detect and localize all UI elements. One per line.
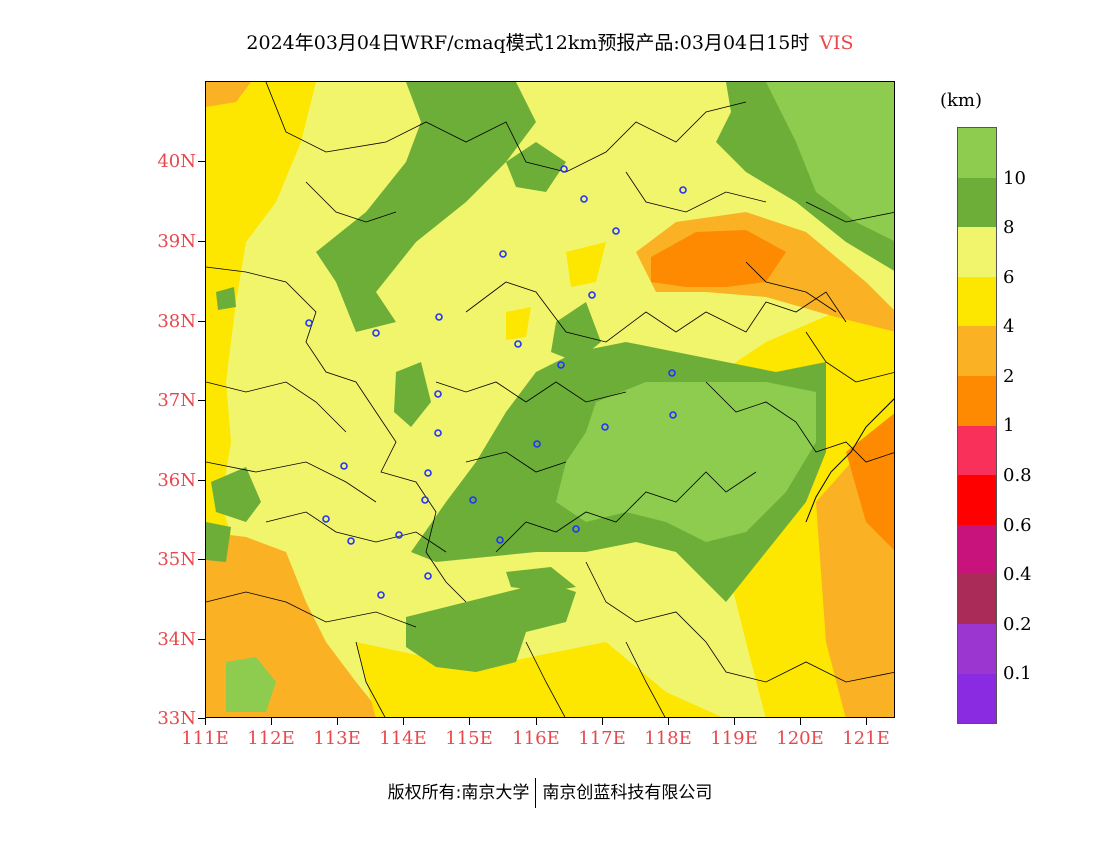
- lat-label-33n: 33N: [157, 708, 196, 729]
- legend-swatch: [958, 623, 996, 674]
- lat-tick: [198, 161, 205, 162]
- lat-label-37n: 37N: [157, 390, 196, 411]
- legend-label-6: 6: [1003, 267, 1015, 288]
- legend-swatch: [958, 177, 996, 228]
- legend-label-1: 1: [1003, 415, 1015, 436]
- lon-tick: [271, 718, 272, 725]
- lon-tick: [205, 718, 206, 725]
- visibility-field: [206, 82, 894, 717]
- legend-label-0-8: 0.8: [1003, 465, 1032, 486]
- lat-tick: [198, 559, 205, 560]
- lon-tick: [536, 718, 537, 725]
- legend-swatch: [958, 227, 996, 277]
- legend-label-0-6: 0.6: [1003, 515, 1032, 536]
- lon-label-116e: 116E: [512, 728, 560, 749]
- lon-label-113e: 113E: [313, 728, 361, 749]
- lat-tick: [198, 400, 205, 401]
- lon-tick: [668, 718, 669, 725]
- lon-label-114e: 114E: [379, 728, 427, 749]
- visibility-map: [205, 81, 895, 718]
- lat-label-34n: 34N: [157, 629, 196, 650]
- lon-label-117e: 117E: [578, 728, 626, 749]
- lon-label-112e: 112E: [247, 728, 295, 749]
- legend-label-8: 8: [1003, 217, 1015, 238]
- legend-label-0-2: 0.2: [1003, 614, 1032, 635]
- legend-swatch: [958, 375, 996, 426]
- lon-label-120e: 120E: [776, 728, 824, 749]
- legend-label-4: 4: [1003, 316, 1015, 337]
- lon-label-111e: 111E: [181, 728, 229, 749]
- lon-label-119e: 119E: [710, 728, 758, 749]
- lat-tick: [198, 321, 205, 322]
- footer-company: 南京创蓝科技有限公司: [542, 783, 713, 803]
- lon-tick: [469, 718, 470, 725]
- lon-label-118e: 118E: [644, 728, 692, 749]
- lat-label-35n: 35N: [157, 549, 196, 570]
- legend-unit: (km): [940, 90, 983, 111]
- legend-label-10: 10: [1003, 168, 1026, 189]
- map-title: 2024年03月04日WRF/cmaq模式12km预报产品:03月04日15时 V…: [0, 28, 1100, 55]
- footer-copyright: 版权所有:南京大学: [387, 783, 530, 803]
- legend-swatch: [958, 524, 996, 575]
- legend-swatch: [958, 425, 996, 476]
- lat-tick: [198, 480, 205, 481]
- lat-tick: [198, 718, 205, 719]
- lon-tick: [800, 718, 801, 725]
- lon-tick: [337, 718, 338, 725]
- legend-label-0-1: 0.1: [1003, 663, 1032, 684]
- lon-tick: [602, 718, 603, 725]
- lon-label-115e: 115E: [445, 728, 493, 749]
- lon-tick: [734, 718, 735, 725]
- lat-label-38n: 38N: [157, 311, 196, 332]
- legend-swatch: [958, 673, 996, 724]
- lat-label-36n: 36N: [157, 470, 196, 491]
- lon-tick: [403, 718, 404, 725]
- lat-tick: [198, 241, 205, 242]
- footer: 版权所有:南京大学 南京创蓝科技有限公司: [0, 778, 1100, 808]
- lat-label-40n: 40N: [157, 151, 196, 172]
- legend-label-2: 2: [1003, 366, 1015, 387]
- title-main: 2024年03月04日WRF/cmaq模式12km预报产品:03月04日15时: [246, 32, 810, 54]
- legend-swatch: [958, 574, 996, 624]
- lat-tick: [198, 639, 205, 640]
- lon-label-121e: 121E: [842, 728, 890, 749]
- legend-label-0-4: 0.4: [1003, 564, 1032, 585]
- title-variable: VIS: [819, 32, 854, 54]
- color-legend: [957, 127, 997, 725]
- legend-swatch: [958, 128, 996, 178]
- legend-swatch: [958, 326, 996, 376]
- lon-tick: [866, 718, 867, 725]
- footer-separator: [535, 778, 537, 808]
- legend-swatch: [958, 475, 996, 525]
- legend-swatch: [958, 276, 996, 327]
- lat-label-39n: 39N: [157, 231, 196, 252]
